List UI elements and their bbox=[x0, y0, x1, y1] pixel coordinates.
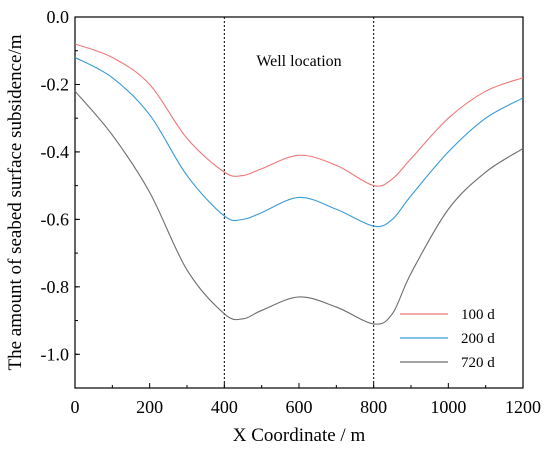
plot-frame bbox=[74, 16, 524, 389]
x-tick-label: 400 bbox=[211, 397, 238, 417]
x-tick-label: 800 bbox=[360, 397, 387, 417]
legend-label-720-d: 720 d bbox=[461, 355, 495, 371]
y-tick-label: -0.6 bbox=[41, 209, 70, 229]
series-line-720-d bbox=[74, 90, 524, 325]
x-tick-label: 600 bbox=[286, 397, 313, 417]
plot-area-border bbox=[74, 16, 524, 389]
y-axis-ticks: 0.0 -0.2 -0.4 -0.6 -0.8 -1.0 bbox=[41, 7, 80, 389]
y-tick-label: -0.2 bbox=[41, 74, 70, 94]
y-tick-label: 0.0 bbox=[47, 7, 70, 27]
x-tick-label: 1000 bbox=[430, 397, 466, 417]
x-tick-label: 1200 bbox=[505, 397, 541, 417]
x-axis-title: X Coordinate / m bbox=[233, 425, 366, 446]
x-tick-label: 0 bbox=[71, 397, 80, 417]
y-tick-label: -0.4 bbox=[41, 142, 70, 162]
legend-label-100-d: 100 d bbox=[461, 307, 495, 323]
well-reference-lines bbox=[223, 17, 375, 388]
x-axis-ticks: 0 200 400 600 800 1000 1200 bbox=[71, 383, 541, 417]
series-line-100-d bbox=[74, 43, 524, 187]
legend-label-200-d: 200 d bbox=[461, 331, 495, 347]
well-location-annotation: Well location bbox=[256, 53, 341, 70]
legend: 100 d 200 d 720 d bbox=[400, 307, 495, 371]
y-axis-title: The amount of seabed surface subsidence/… bbox=[5, 34, 26, 370]
y-tick-label: -0.8 bbox=[41, 277, 70, 297]
series-lines bbox=[74, 43, 524, 325]
series-line-200-d bbox=[74, 56, 524, 228]
x-tick-label: 200 bbox=[136, 397, 163, 417]
y-tick-label: -1.0 bbox=[41, 344, 70, 364]
